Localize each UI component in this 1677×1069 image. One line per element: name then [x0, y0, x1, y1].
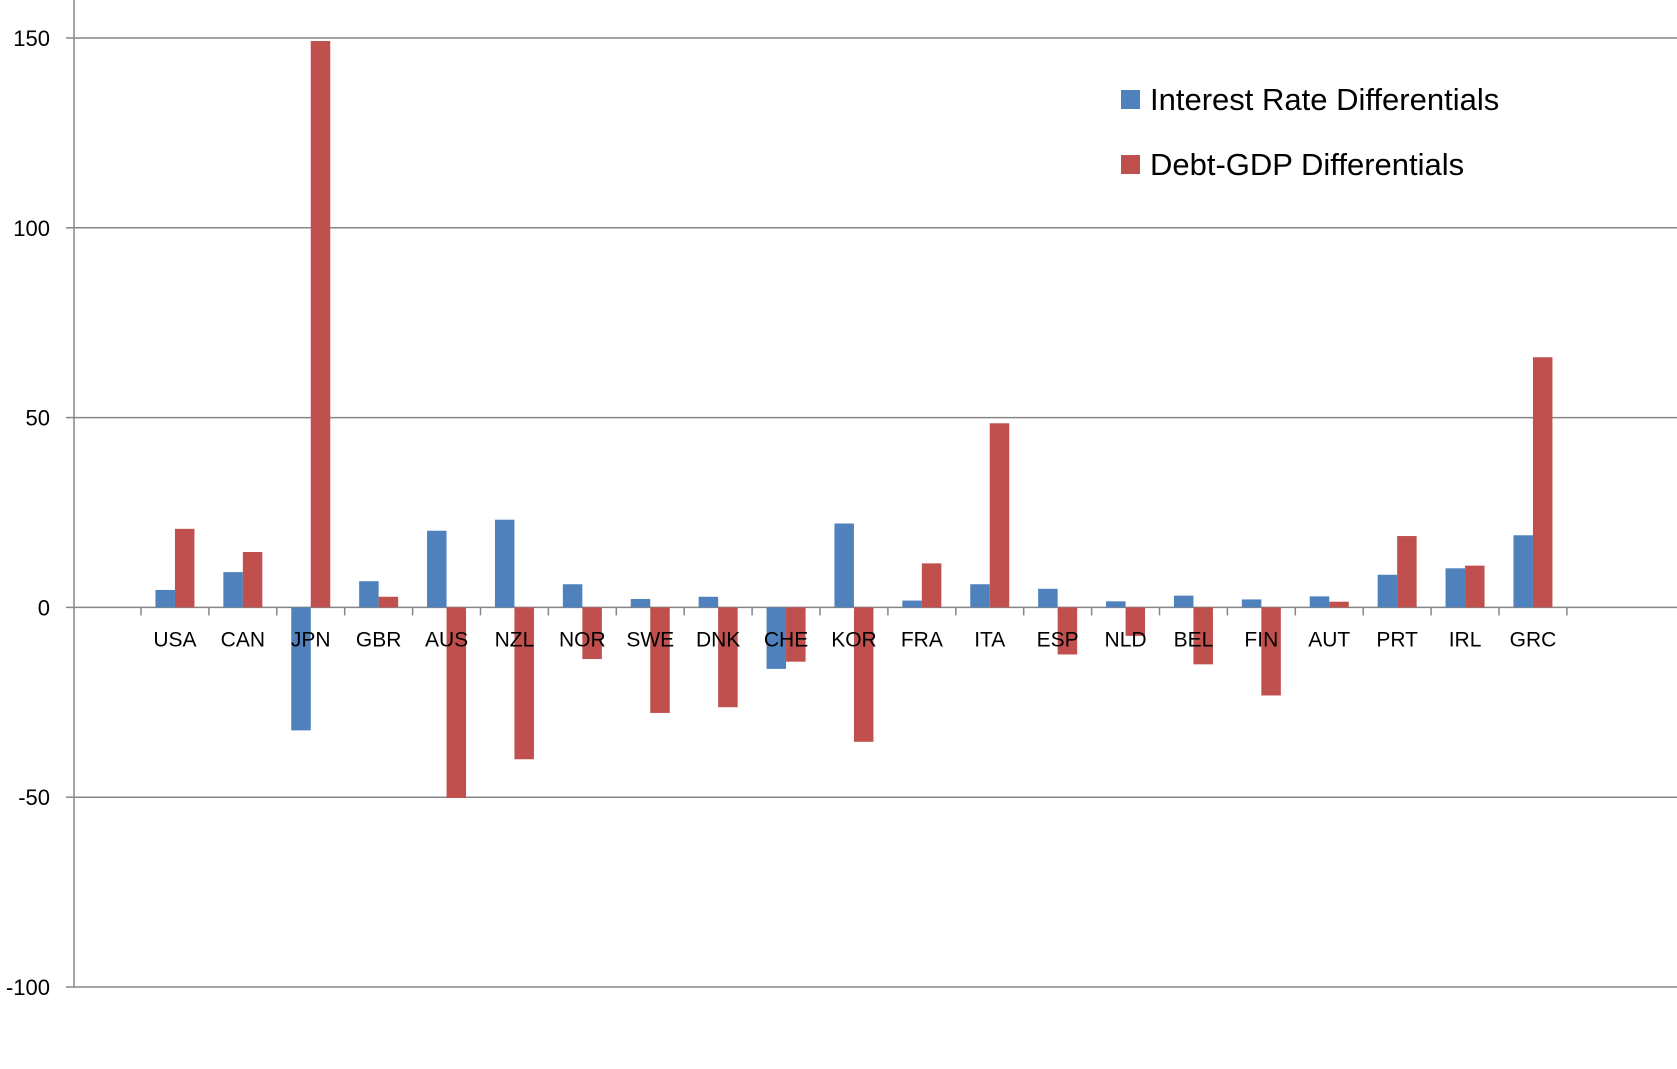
bar-debt-gdp-jpn — [310, 41, 331, 608]
bar-debt-gdp-grc — [1532, 357, 1553, 608]
bar-debt-gdp-nzl — [514, 607, 534, 760]
bar-interest-rate-jpn — [291, 607, 311, 731]
x-tick-label: ITA — [974, 628, 1005, 651]
bar-debt-gdp-prt — [1397, 536, 1417, 608]
x-tick-label: GBR — [356, 628, 402, 651]
x-tick-label: ESP — [1037, 628, 1079, 651]
bar-debt-gdp-fin — [1261, 607, 1281, 696]
bar-interest-rate-prt — [1377, 574, 1398, 608]
x-tick-label: IRL — [1449, 628, 1482, 651]
bar-interest-rate-grc — [1513, 535, 1533, 608]
bar-debt-gdp-ita — [989, 423, 1010, 608]
bar-interest-rate-dnk — [698, 596, 719, 608]
x-tick-label: FIN — [1244, 628, 1278, 651]
bar-debt-gdp-aut — [1329, 601, 1349, 608]
bar-interest-rate-fin — [1241, 599, 1262, 608]
x-tick-label: JPN — [291, 628, 331, 651]
bar-interest-rate-can — [223, 572, 243, 608]
x-tick-label: GRC — [1510, 628, 1557, 651]
bar-debt-gdp-fra — [921, 563, 942, 608]
y-tick-label: 100 — [13, 216, 50, 241]
bar-debt-gdp-bel — [1193, 607, 1213, 665]
bar-interest-rate-fra — [902, 600, 922, 608]
x-tick-label: DNK — [696, 628, 740, 651]
legend: Interest Rate Differentials Debt-GDP Diff… — [1121, 82, 1499, 182]
legend-swatch — [1121, 155, 1140, 174]
x-tick-label: PRT — [1376, 628, 1418, 651]
y-axis: 150 100 50 0 -50 -100 — [6, 0, 75, 1000]
x-tick-label: BEL — [1174, 628, 1214, 651]
x-tick-label: USA — [153, 628, 196, 651]
bar-interest-rate-ita — [970, 584, 990, 608]
x-tick-label: NOR — [559, 628, 606, 651]
x-tick-label: AUS — [425, 628, 468, 651]
y-tick-label: -100 — [6, 975, 50, 1000]
bar-interest-rate-aut — [1309, 596, 1330, 608]
x-tick-label: NLD — [1105, 628, 1147, 651]
bar-debt-gdp-aus — [446, 607, 467, 798]
y-tick-label: 150 — [13, 26, 50, 51]
legend-swatch — [1121, 90, 1140, 109]
bar-interest-rate-swe — [630, 599, 651, 608]
legend-label: Debt-GDP Differentials — [1150, 147, 1464, 182]
y-tick-label: 0 — [38, 595, 50, 620]
bar-interest-rate-bel — [1173, 595, 1194, 608]
bar-interest-rate-kor — [834, 523, 854, 608]
bar-debt-gdp-irl — [1465, 565, 1485, 608]
y-tick-label: -50 — [18, 785, 50, 810]
bar-debt-gdp-dnk — [718, 607, 738, 708]
bar-debt-gdp-nld — [1125, 607, 1146, 636]
x-axis — [74, 606, 1677, 616]
legend-label: Interest Rate Differentials — [1150, 82, 1499, 117]
x-tick-label: NZL — [495, 628, 535, 651]
bar-debt-gdp-gbr — [378, 596, 399, 608]
bar-interest-rate-irl — [1445, 568, 1466, 608]
bar-debt-gdp-usa — [174, 528, 195, 608]
x-tick-label: KOR — [831, 628, 877, 651]
bars — [155, 41, 1553, 798]
bar-interest-rate-aus — [427, 530, 447, 608]
bar-debt-gdp-swe — [650, 607, 670, 713]
x-tick-label: SWE — [626, 628, 674, 651]
bar-debt-gdp-kor — [853, 607, 874, 742]
bar-debt-gdp-nor — [582, 607, 602, 660]
category-labels: USA CAN JPN GBR AUS NZL NOR SWE DNK CHE KOR FRA ITA E… — [153, 628, 1556, 651]
bar-interest-rate-gbr — [359, 581, 379, 608]
x-tick-label: AUT — [1308, 628, 1350, 651]
gridlines — [74, 37, 1677, 988]
x-tick-label: CHE — [764, 628, 808, 651]
bar-debt-gdp-che — [786, 607, 806, 662]
y-tick-label: 50 — [26, 406, 50, 431]
x-tick-label: CAN — [221, 628, 265, 651]
bar-interest-rate-nzl — [494, 519, 515, 608]
bar-debt-gdp-esp — [1057, 607, 1078, 655]
bar-interest-rate-nor — [562, 584, 583, 608]
x-tick-label: FRA — [901, 628, 943, 651]
bar-interest-rate-esp — [1038, 588, 1058, 608]
bar-interest-rate-che — [766, 607, 787, 669]
bar-debt-gdp-can — [242, 551, 263, 608]
bar-interest-rate-usa — [155, 589, 175, 608]
bar-interest-rate-nld — [1106, 601, 1126, 608]
